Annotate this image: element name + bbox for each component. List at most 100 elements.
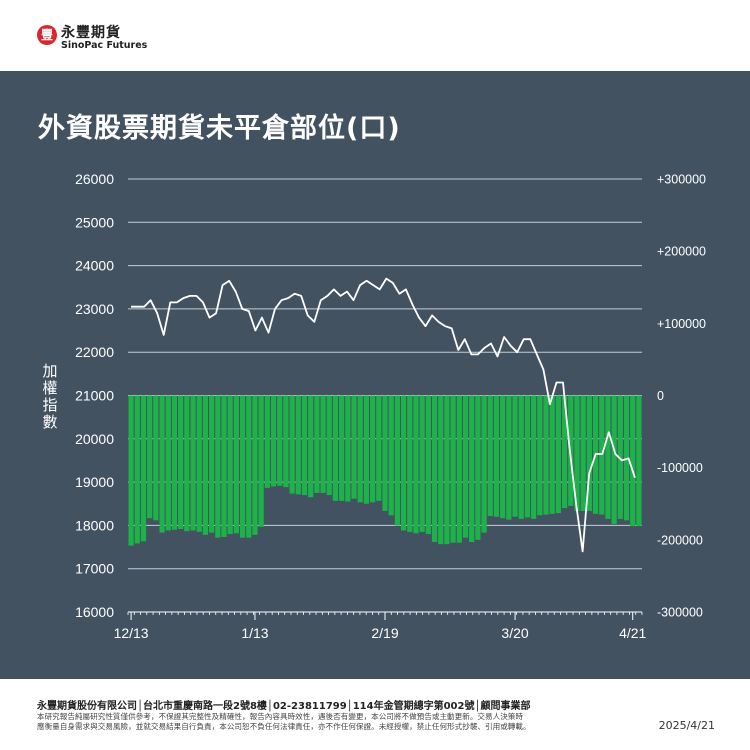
left-axis-ticks: 26000 25000 24000 23000 22000 21000 20000 19000… xyxy=(75,171,114,620)
bar xyxy=(314,395,320,493)
bar xyxy=(524,395,531,518)
bar xyxy=(202,395,209,535)
bar xyxy=(320,395,326,493)
bar xyxy=(252,395,258,535)
bar xyxy=(568,395,574,506)
bar xyxy=(599,395,605,515)
left-tick-label: 19000 xyxy=(75,474,114,490)
bar xyxy=(140,395,147,542)
bar xyxy=(586,395,592,511)
bar xyxy=(196,395,202,532)
y-axis-label: 加權指數 xyxy=(42,362,57,431)
bar xyxy=(190,395,196,531)
bar xyxy=(450,395,456,543)
bar xyxy=(270,395,277,487)
bar xyxy=(227,395,233,535)
bar xyxy=(239,395,246,538)
bar xyxy=(382,395,388,511)
bar xyxy=(326,395,332,496)
bar xyxy=(264,395,270,488)
left-tick-label: 25000 xyxy=(75,214,114,230)
left-tick-label: 17000 xyxy=(75,561,114,577)
bar xyxy=(128,395,134,546)
right-tick-label: +300000 xyxy=(657,173,706,187)
x-axis-ticks: 12/13 1/13 2/19 3/20 4/21 xyxy=(114,625,647,641)
bar xyxy=(630,395,636,527)
line-series xyxy=(131,277,636,553)
footer-disclaimer-1: 本研究報告純屬研究性質僅供參考，不保證其完整性及精確性，報告內容具時效性，遇後否… xyxy=(37,712,523,721)
bar xyxy=(431,395,438,542)
bar xyxy=(487,395,493,517)
left-axis-title: 加權指數 xyxy=(42,362,57,431)
bar xyxy=(636,395,642,527)
left-tick-label: 22000 xyxy=(75,344,114,360)
bar xyxy=(184,395,190,532)
bar xyxy=(332,395,339,501)
sinopac-logo-icon: 豐 xyxy=(37,25,57,45)
bar xyxy=(493,395,500,517)
bar xyxy=(462,395,469,538)
bar xyxy=(171,395,178,530)
x-tick-label: 1/13 xyxy=(241,625,268,641)
bar xyxy=(617,395,623,519)
right-tick-label: -200000 xyxy=(657,533,703,547)
bar xyxy=(413,395,419,534)
bar xyxy=(512,395,518,517)
bar xyxy=(469,395,475,542)
x-tick-label: 3/20 xyxy=(501,625,528,641)
footer-date: 2025/4/21 xyxy=(658,719,715,732)
left-tick-label: 24000 xyxy=(75,258,114,274)
footer-company: 永豐期貨股份有限公司│台北市重慶南路一段2號8樓│02-23811799│114… xyxy=(37,701,531,712)
left-tick-label: 18000 xyxy=(75,517,114,533)
bar xyxy=(574,395,580,511)
right-tick-label: +100000 xyxy=(657,317,706,331)
bar xyxy=(339,395,345,501)
bar xyxy=(147,395,153,519)
right-tick-label: +200000 xyxy=(657,245,706,259)
bar xyxy=(561,395,568,509)
bar xyxy=(611,395,617,524)
right-tick-label: 0 xyxy=(657,389,664,403)
bar xyxy=(370,395,376,503)
bar xyxy=(345,395,351,502)
brand-name-zh: 永豐期貨 xyxy=(61,25,121,41)
bar xyxy=(438,395,444,545)
bar xyxy=(283,395,289,488)
bar xyxy=(277,395,283,486)
bar xyxy=(407,395,413,532)
bar xyxy=(221,395,227,537)
bar xyxy=(444,395,450,545)
bar xyxy=(580,395,586,511)
x-tick-label: 4/21 xyxy=(619,625,646,641)
bar xyxy=(301,395,308,496)
bar xyxy=(419,395,425,532)
footer-disclaimer-2: 應衡量自身需求與交易風險，並就交易結果自行負責，本公司恕不負任何法律責任，亦不作… xyxy=(37,722,531,731)
left-tick-label: 16000 xyxy=(75,604,114,620)
bar xyxy=(475,395,481,540)
bar xyxy=(394,395,400,526)
bar xyxy=(308,395,314,498)
bar xyxy=(209,395,215,533)
bar xyxy=(258,395,264,527)
bar xyxy=(134,395,140,544)
bar xyxy=(605,395,611,519)
bar xyxy=(178,395,184,530)
bar xyxy=(537,395,543,516)
left-tick-label: 26000 xyxy=(75,171,114,187)
footer: 永豐期貨股份有限公司│台北市重慶南路一段2號8樓│02-23811799│114… xyxy=(0,679,750,750)
bar xyxy=(165,395,171,531)
x-tick-label: 12/13 xyxy=(114,625,149,641)
bar xyxy=(351,395,357,499)
bar xyxy=(456,395,462,543)
right-tick-label: -300000 xyxy=(657,606,703,620)
bar xyxy=(246,395,252,538)
bar xyxy=(388,395,394,516)
left-tick-label: 23000 xyxy=(75,301,114,317)
bar xyxy=(500,395,506,519)
index-line xyxy=(131,277,636,553)
left-tick-label: 20000 xyxy=(75,431,114,447)
x-tick-label: 2/19 xyxy=(371,625,398,641)
bar xyxy=(400,395,407,531)
right-axis-ticks: +300000 +200000 +100000 0 -100000 -200000 -300… xyxy=(657,173,706,620)
bar xyxy=(363,395,370,504)
